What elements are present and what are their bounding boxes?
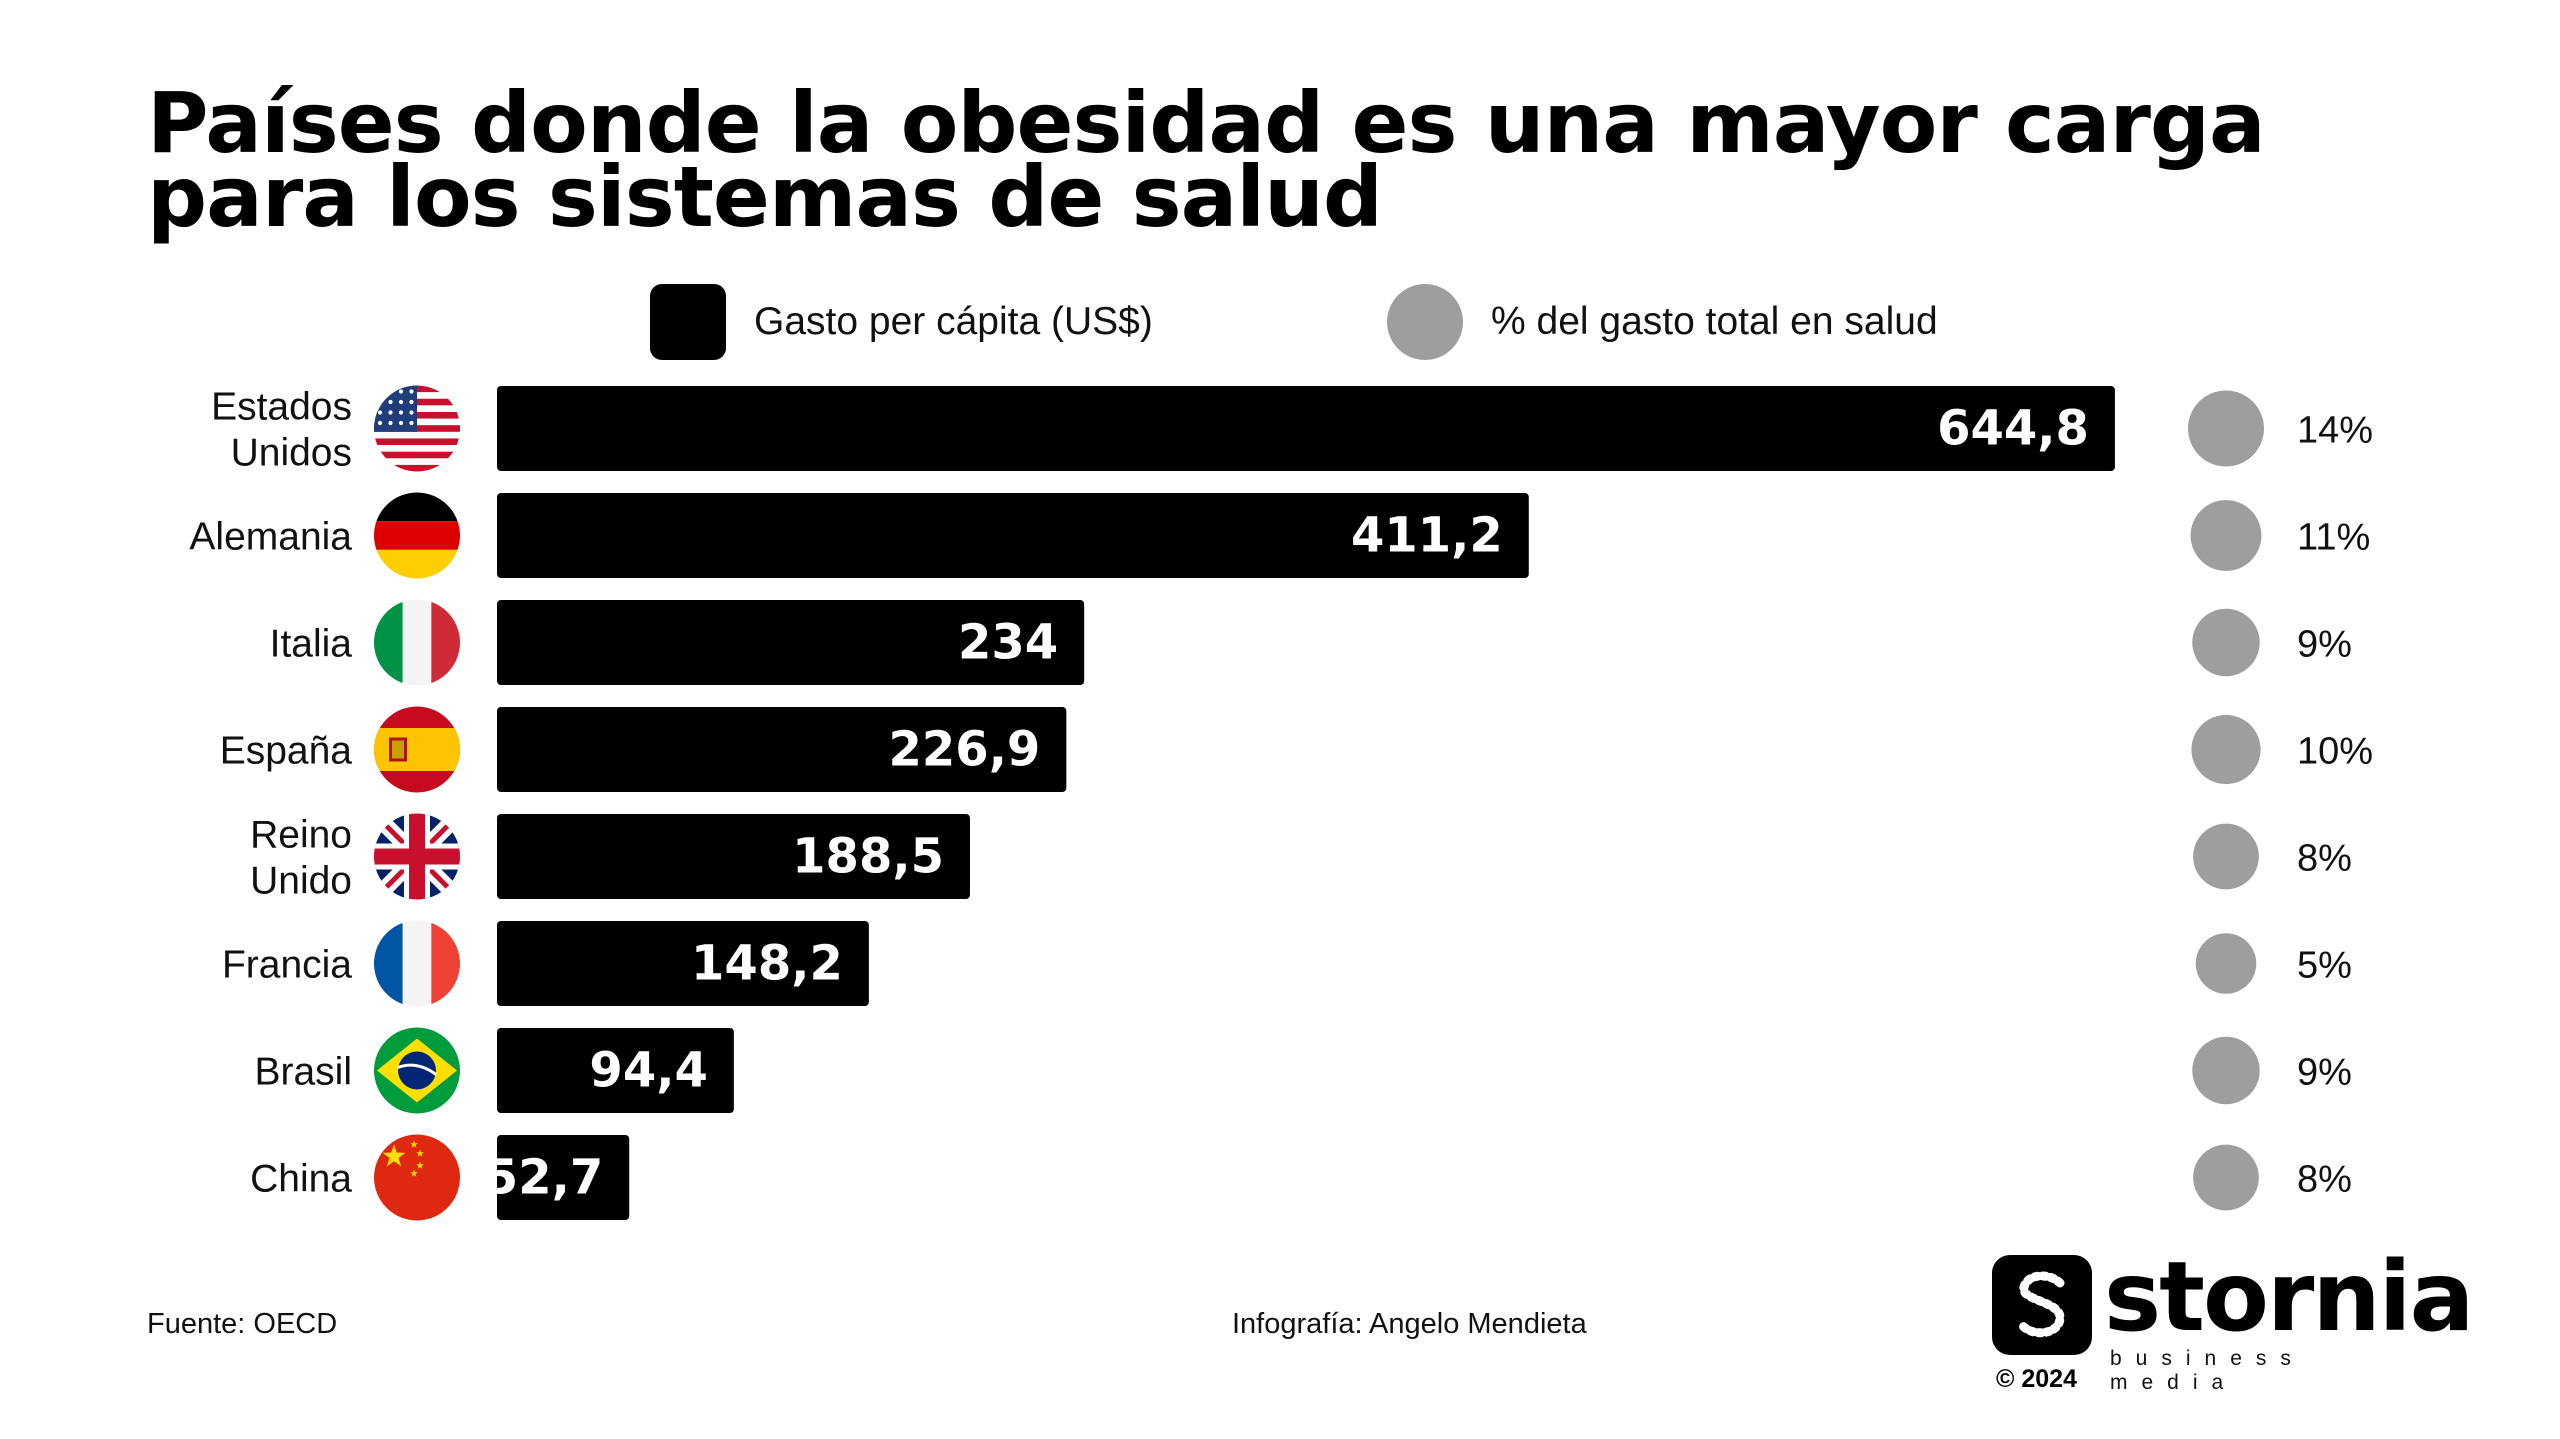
bar — [497, 386, 2115, 471]
percent-label: 5% — [2297, 945, 2352, 987]
category-label: Reino Unido — [250, 814, 352, 903]
bar-value-label: 94,4 — [589, 1043, 707, 1099]
percent-label: 14% — [2297, 410, 2373, 452]
bar — [497, 1028, 734, 1113]
legend-bar: Gasto per cápita (US$) — [650, 283, 1153, 361]
germany-flag-icon — [374, 492, 460, 579]
source-note: Fuente: OECD — [147, 1308, 338, 1340]
chart-row: Francia 148,2 5% — [222, 920, 2352, 1007]
legend-circle-label: % del gasto total en salud — [1491, 300, 1938, 343]
category-label: España — [220, 730, 353, 773]
bar-chart: Estados Unidos 644,8 14% Alemania 411,2 11% Ita… — [189, 385, 2373, 1221]
legend-bar-swatch — [650, 284, 726, 360]
chart-title: Países donde la obesidad es una mayor ca… — [147, 74, 2266, 246]
brazil-flag-icon — [374, 1027, 460, 1114]
logo-wordmark: stornia — [2104, 1241, 2474, 1353]
percent-circle — [2192, 608, 2260, 677]
china-flag-icon — [374, 1134, 460, 1221]
percent-circle — [2190, 500, 2262, 571]
percent-circle — [2193, 1144, 2259, 1211]
chart-row: Italia 234 9% — [270, 599, 2352, 686]
bar-value-label: 148,2 — [691, 936, 843, 992]
spain-flag-icon — [374, 706, 460, 793]
percent-label: 9% — [2297, 1052, 2352, 1094]
category-label: Alemania — [189, 516, 352, 559]
bar-value-label: 411,2 — [1351, 508, 1503, 564]
bar-value-label: 52,7 — [485, 1150, 603, 1206]
chart-row: Brasil 94,4 9% — [254, 1027, 2352, 1114]
logo-copyright: © 2024 — [1996, 1365, 2077, 1393]
chart-row: Reino Unido 188,5 8% — [250, 813, 2352, 903]
legend-circle: % del gasto total en salud — [1387, 283, 1938, 361]
credit-note: Infografía: Angelo Mendieta — [1232, 1308, 1587, 1340]
percent-label: 8% — [2297, 838, 2352, 880]
category-label: Francia — [222, 944, 352, 987]
bar — [497, 1135, 630, 1220]
logo-mark-icon — [1992, 1255, 2092, 1355]
bar — [497, 921, 869, 1006]
bar-value-label: 234 — [958, 615, 1058, 671]
category-label: Italia — [270, 623, 353, 666]
percent-circle — [2195, 933, 2257, 994]
bar-value-label: 644,8 — [1937, 401, 2089, 457]
bar-value-label: 226,9 — [889, 722, 1041, 778]
chart-row: China 52,7 8% — [250, 1134, 2352, 1221]
category-label: Brasil — [254, 1051, 352, 1094]
bar — [497, 600, 1085, 685]
stornia-logo: stornia business media © 2024 — [1992, 1241, 2474, 1395]
category-label: China — [250, 1158, 352, 1201]
percent-label: 8% — [2297, 1159, 2352, 1201]
legend-circle-swatch — [1387, 284, 1463, 360]
bar — [497, 707, 1067, 792]
percent-circle — [2192, 1036, 2260, 1105]
italy-flag-icon — [374, 599, 460, 686]
legend-bar-label: Gasto per cápita (US$) — [754, 300, 1153, 343]
category-label: Estados Unidos — [211, 386, 352, 475]
logo-tagline: business media — [2110, 1347, 2305, 1394]
percent-label: 9% — [2297, 624, 2352, 666]
percent-circle — [2193, 823, 2259, 890]
chart-row: Alemania 411,2 11% — [189, 492, 2370, 579]
chart-row: Estados Unidos 644,8 14% — [211, 385, 2373, 475]
percent-label: 10% — [2297, 731, 2373, 773]
bar-value-label: 188,5 — [792, 829, 944, 885]
france-flag-icon — [374, 920, 460, 1007]
percent-circle — [2188, 390, 2264, 467]
us-flag-icon — [374, 385, 460, 472]
bar — [497, 493, 1529, 578]
chart-row: España 226,9 10% — [220, 706, 2373, 793]
percent-circle — [2191, 714, 2261, 785]
percent-label: 11% — [2297, 517, 2370, 559]
uk-flag-icon — [374, 813, 460, 900]
bar — [497, 814, 970, 899]
